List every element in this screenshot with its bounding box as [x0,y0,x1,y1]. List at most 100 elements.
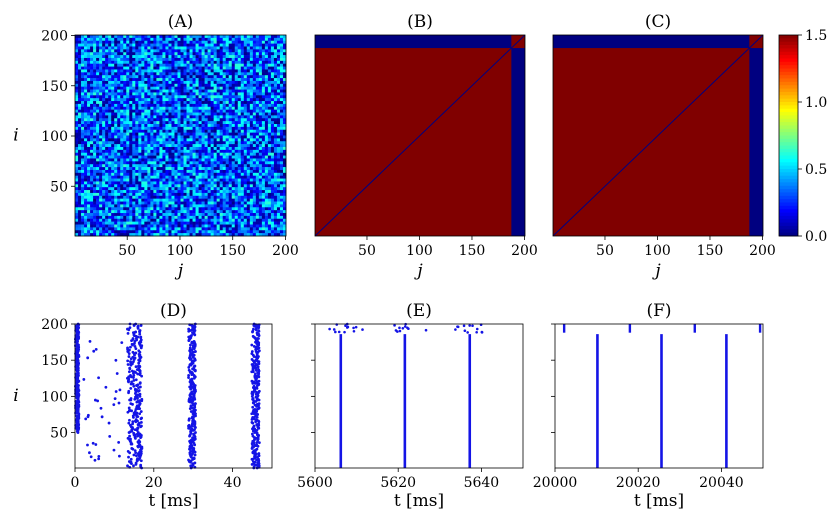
heatmap-a-cell [117,43,121,47]
heatmap-a-cell [228,37,233,42]
heatmap-a-cell [192,101,196,105]
heatmap-a-cell [195,129,199,133]
heatmap-a-cell [162,46,166,50]
heatmap-a-cell [225,69,230,73]
heatmap-a-cell [138,227,142,231]
heatmap-a-cell [99,37,103,42]
heatmap-a-cell [195,169,199,174]
heatmap-a-cell [177,86,181,90]
heatmap-a-cell [81,126,85,131]
heatmap-a-cell [192,49,196,53]
heatmap-a-cell [168,43,172,47]
heatmap-a-cell [93,204,97,208]
heatmap-a-cell [111,210,115,214]
heatmap-a-cell [267,40,272,44]
heatmap-a-cell [96,60,100,65]
heatmap-a-cell [129,83,133,87]
heatmap-a-cell [168,210,172,214]
heatmap-a-cell [246,35,251,39]
heatmap-a-cell [165,126,169,131]
heatmap-a-cell [219,213,223,217]
heatmap-a-cell [114,37,118,42]
heatmap-a-cell [153,181,157,185]
heatmap-a-cell [165,210,169,214]
heatmap-a-cell [99,78,103,82]
heatmap-a-cell [252,227,257,231]
heatmap-a-cell [183,138,187,142]
heatmap-a-cell [132,178,136,182]
heatmap-a-cell [120,92,124,96]
heatmap-a-cell [222,167,227,171]
heatmap-a-cell [78,72,82,76]
heatmap-a-cell [210,204,214,208]
heatmap-a-cell [108,66,112,70]
heatmap-a-cell [153,195,157,199]
heatmap-a-cell [150,112,154,116]
heatmap-a-cell [231,121,236,125]
heatmap-a-cell [207,57,211,62]
heatmap-a-cell [129,92,133,96]
heatmap-a-cell [270,149,275,154]
heatmap-a-cell [120,187,124,191]
heatmap-a-cell [213,190,217,194]
heatmap-a-cell [222,92,227,96]
heatmap-a-cell [213,175,217,179]
heatmap-a-cell [120,164,124,168]
heatmap-a-cell [105,106,109,110]
heatmap-a-cell [135,46,139,50]
heatmap-a-cell [231,126,236,131]
heatmap-a-cell [84,118,88,122]
heatmap-a-cell [201,115,205,119]
heatmap-a-cell [138,213,142,217]
heatmap-a-cell [168,52,172,56]
heatmap-a-cell [243,224,248,228]
heatmap-a-cell [198,175,202,179]
heatmap-a-cell [195,155,199,159]
heatmap-a-cell [162,227,166,231]
heatmap-a-cell [168,109,172,113]
heatmap-a-cell [225,78,230,82]
heatmap-a-cell [258,167,263,171]
heatmap-a-cell [117,92,121,96]
heatmap-a-cell [261,43,266,47]
heatmap-a-cell [231,190,236,194]
heatmap-a-cell [81,138,85,142]
heatmap-a-cell [237,43,242,47]
heatmap-a-cell [240,124,245,128]
colorbar-segment [779,175,798,180]
heatmap-a-cell [138,83,142,87]
heatmap-a-cell [117,46,121,50]
heatmap-a-cell [201,101,205,105]
heatmap-a-cell [171,69,175,73]
heatmap-a-cell [264,43,269,47]
heatmap-a-cell [258,181,263,185]
heatmap-a-cell [234,138,239,142]
heatmap-a-cell [246,158,251,162]
heatmap-a-cell [177,204,181,208]
heatmap-a-cell [246,221,251,225]
heatmap-a-cell [222,78,227,82]
heatmap-a-cell [192,118,196,122]
heatmap-a-cell [228,75,233,79]
heatmap-a-cell [219,210,223,214]
heatmap-a-ytick-label: 200 [41,29,68,45]
colorbar-segment [779,182,798,187]
heatmap-a-cell [159,175,163,179]
heatmap-a-cell [183,207,187,211]
heatmap-a-cell [198,112,202,116]
heatmap-a-cell [144,138,148,142]
heatmap-a-cell [168,167,172,171]
heatmap-a-cell [222,164,227,168]
heatmap-a-cell [156,233,160,237]
heatmap-a-cell [258,187,263,191]
heatmap-a-cell [267,106,272,110]
heatmap-a-cell [219,35,223,39]
heatmap-a-cell [135,49,139,53]
heatmap-a-cell [201,207,205,211]
heatmap-a-cell [225,192,230,197]
heatmap-a-cell [273,57,278,62]
heatmap-a-cell [87,43,91,47]
heatmap-a-cell [213,221,217,225]
heatmap-a-cell [198,78,202,82]
heatmap-a-cell [246,72,251,76]
